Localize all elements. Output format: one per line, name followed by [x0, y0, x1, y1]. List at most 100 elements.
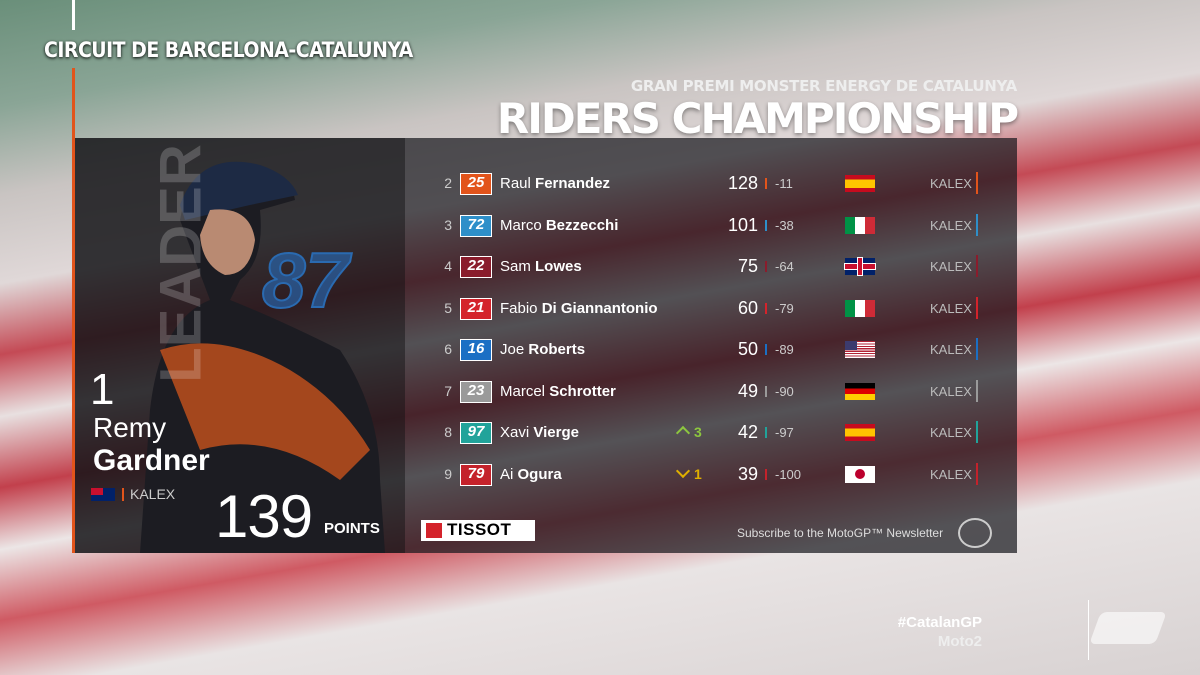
top-line — [72, 0, 75, 30]
leader-last-name: Gardner — [93, 444, 210, 477]
event-name: GRAN PREMI MONSTER ENERGY DE CATALUNYA — [630, 77, 1017, 95]
last-name: Fernandez — [535, 175, 611, 192]
flag — [845, 216, 875, 234]
first-name: Marcel — [500, 382, 550, 400]
circuit-name: CIRCUIT DE BARCELONA-CATALUNYA — [44, 38, 413, 62]
flag-disc — [854, 468, 866, 480]
points: 50 — [737, 339, 758, 359]
class-name: Moto2 — [937, 633, 982, 650]
team-bar — [976, 255, 978, 277]
points-tick — [765, 468, 767, 480]
position: 5 — [444, 299, 452, 316]
position: 7 — [444, 382, 452, 399]
points: 128 — [727, 173, 758, 193]
points: 42 — [737, 422, 758, 442]
flag-canton — [91, 488, 103, 495]
leader-label: LEADER — [148, 144, 214, 383]
team: KALEX — [930, 217, 972, 233]
gap: -79 — [775, 300, 794, 316]
first-name: Raul — [500, 175, 536, 192]
position: 4 — [444, 258, 452, 274]
rider-number: 97 — [460, 422, 492, 444]
hashtag: #CatalanGP — [897, 614, 982, 631]
position: 3 — [444, 216, 452, 233]
subscribe: Subscribe to the MotoGP™ Newsletter — [737, 526, 944, 540]
gap: -38 — [775, 217, 794, 233]
flag — [845, 382, 875, 400]
flag-cross — [858, 258, 862, 275]
rider-number: 79 — [460, 463, 492, 486]
last-name: Vierge — [533, 424, 579, 441]
rider-name: Joe Roberts — [500, 341, 585, 358]
team: KALEX — [930, 383, 972, 399]
gap: -64 — [775, 259, 794, 274]
change-value: 3 — [694, 424, 702, 440]
leader-team: KALEX — [130, 486, 176, 502]
first-name: Ai — [500, 465, 518, 483]
position: 9 — [444, 465, 452, 482]
change-value: 1 — [694, 465, 702, 482]
points-tick — [765, 178, 767, 189]
position: 6 — [444, 341, 452, 357]
rider-number: 16 — [460, 339, 492, 361]
gap: -90 — [775, 383, 794, 399]
flag — [845, 424, 875, 441]
fim-logo — [958, 518, 992, 548]
points-tick — [765, 385, 767, 397]
rider-name: Sam Lowes — [500, 258, 582, 275]
team-bar — [976, 213, 978, 236]
first-name: Marco — [500, 216, 546, 234]
points: 75 — [737, 256, 758, 276]
last-name: Bezzecchi — [545, 216, 619, 234]
team: KALEX — [930, 300, 972, 316]
team-bar — [976, 338, 978, 360]
team: KALEX — [930, 176, 972, 191]
last-name: Di Giannantonio — [541, 299, 658, 317]
points-tick — [765, 261, 767, 272]
gap: -97 — [775, 425, 794, 440]
points-tick — [765, 219, 767, 231]
points-label: POINTS — [324, 520, 380, 537]
position: 2 — [444, 175, 452, 191]
motogp-logo — [1089, 612, 1167, 644]
sponsor-cross — [426, 523, 442, 538]
team-bar — [976, 462, 978, 485]
team: KALEX — [930, 425, 972, 440]
leader-first-name: Remy — [93, 412, 167, 443]
flag — [845, 299, 875, 317]
divider — [1088, 600, 1089, 660]
leader-number: 87 — [261, 235, 350, 325]
leader-position: 1 — [90, 365, 115, 414]
team-bar — [976, 296, 978, 319]
flag-canton — [845, 341, 857, 351]
gap: -100 — [775, 466, 802, 482]
rider-name: Xavi Vierge — [500, 424, 579, 441]
sponsor-name: TISSOT — [447, 520, 512, 539]
rider-number: 25 — [460, 173, 492, 195]
team: KALEX — [930, 259, 972, 274]
flag — [845, 175, 875, 192]
rider-name: Ai Ogura — [500, 466, 562, 483]
team: KALEX — [930, 342, 972, 357]
accent-line — [72, 68, 75, 553]
first-name: Xavi — [500, 424, 534, 441]
first-name: Fabio — [500, 299, 542, 317]
rider-number: 21 — [460, 297, 492, 320]
points-tick — [765, 427, 767, 438]
team: KALEX — [930, 466, 972, 482]
points-tick — [765, 344, 767, 355]
separator — [122, 488, 124, 501]
team-bar — [976, 379, 978, 402]
points-tick — [765, 302, 767, 314]
sponsor-box — [421, 520, 535, 541]
gap: -89 — [775, 342, 794, 357]
rider-number: 72 — [460, 214, 492, 237]
page-title: RIDERS CHAMPIONSHIP — [496, 94, 1019, 143]
last-name: Roberts — [528, 341, 586, 358]
team-bar — [976, 421, 978, 443]
rider-number: 23 — [460, 380, 492, 403]
last-name: Lowes — [535, 258, 582, 275]
rider-name: Raul Fernandez — [500, 175, 610, 192]
points: 60 — [737, 297, 758, 318]
